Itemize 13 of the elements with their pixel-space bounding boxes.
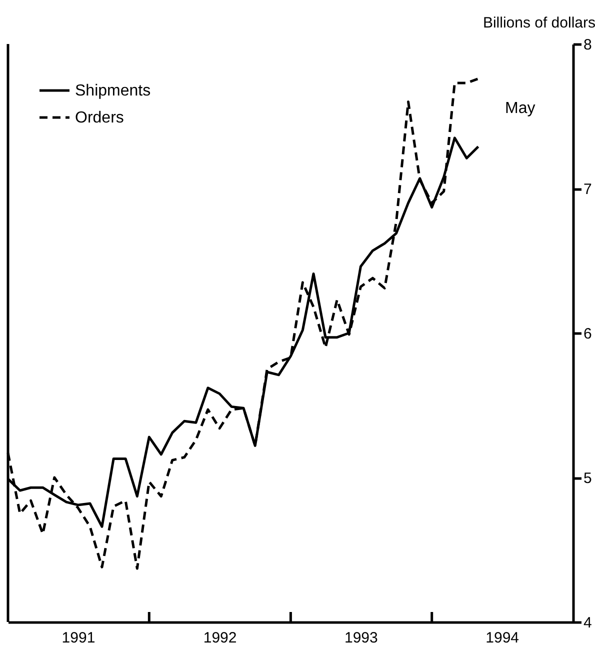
x-tick-label: 1991 — [62, 630, 96, 646]
y-tick-label: 6 — [584, 326, 592, 342]
y-tick-label: 7 — [584, 181, 592, 198]
y-tick-label: 5 — [584, 470, 592, 487]
y-tick-label: 4 — [584, 614, 592, 632]
y-axis-title: Billions of dollars — [482, 14, 595, 32]
annotation: May — [505, 100, 536, 117]
x-tick-label: 1994 — [486, 630, 520, 646]
x-tick-label: 1993 — [344, 630, 378, 646]
legend-label: Orders — [75, 110, 124, 126]
y-tick-label: 8 — [584, 36, 592, 54]
legend-label: Shipments — [75, 82, 151, 100]
x-tick-label: 1992 — [203, 630, 237, 646]
